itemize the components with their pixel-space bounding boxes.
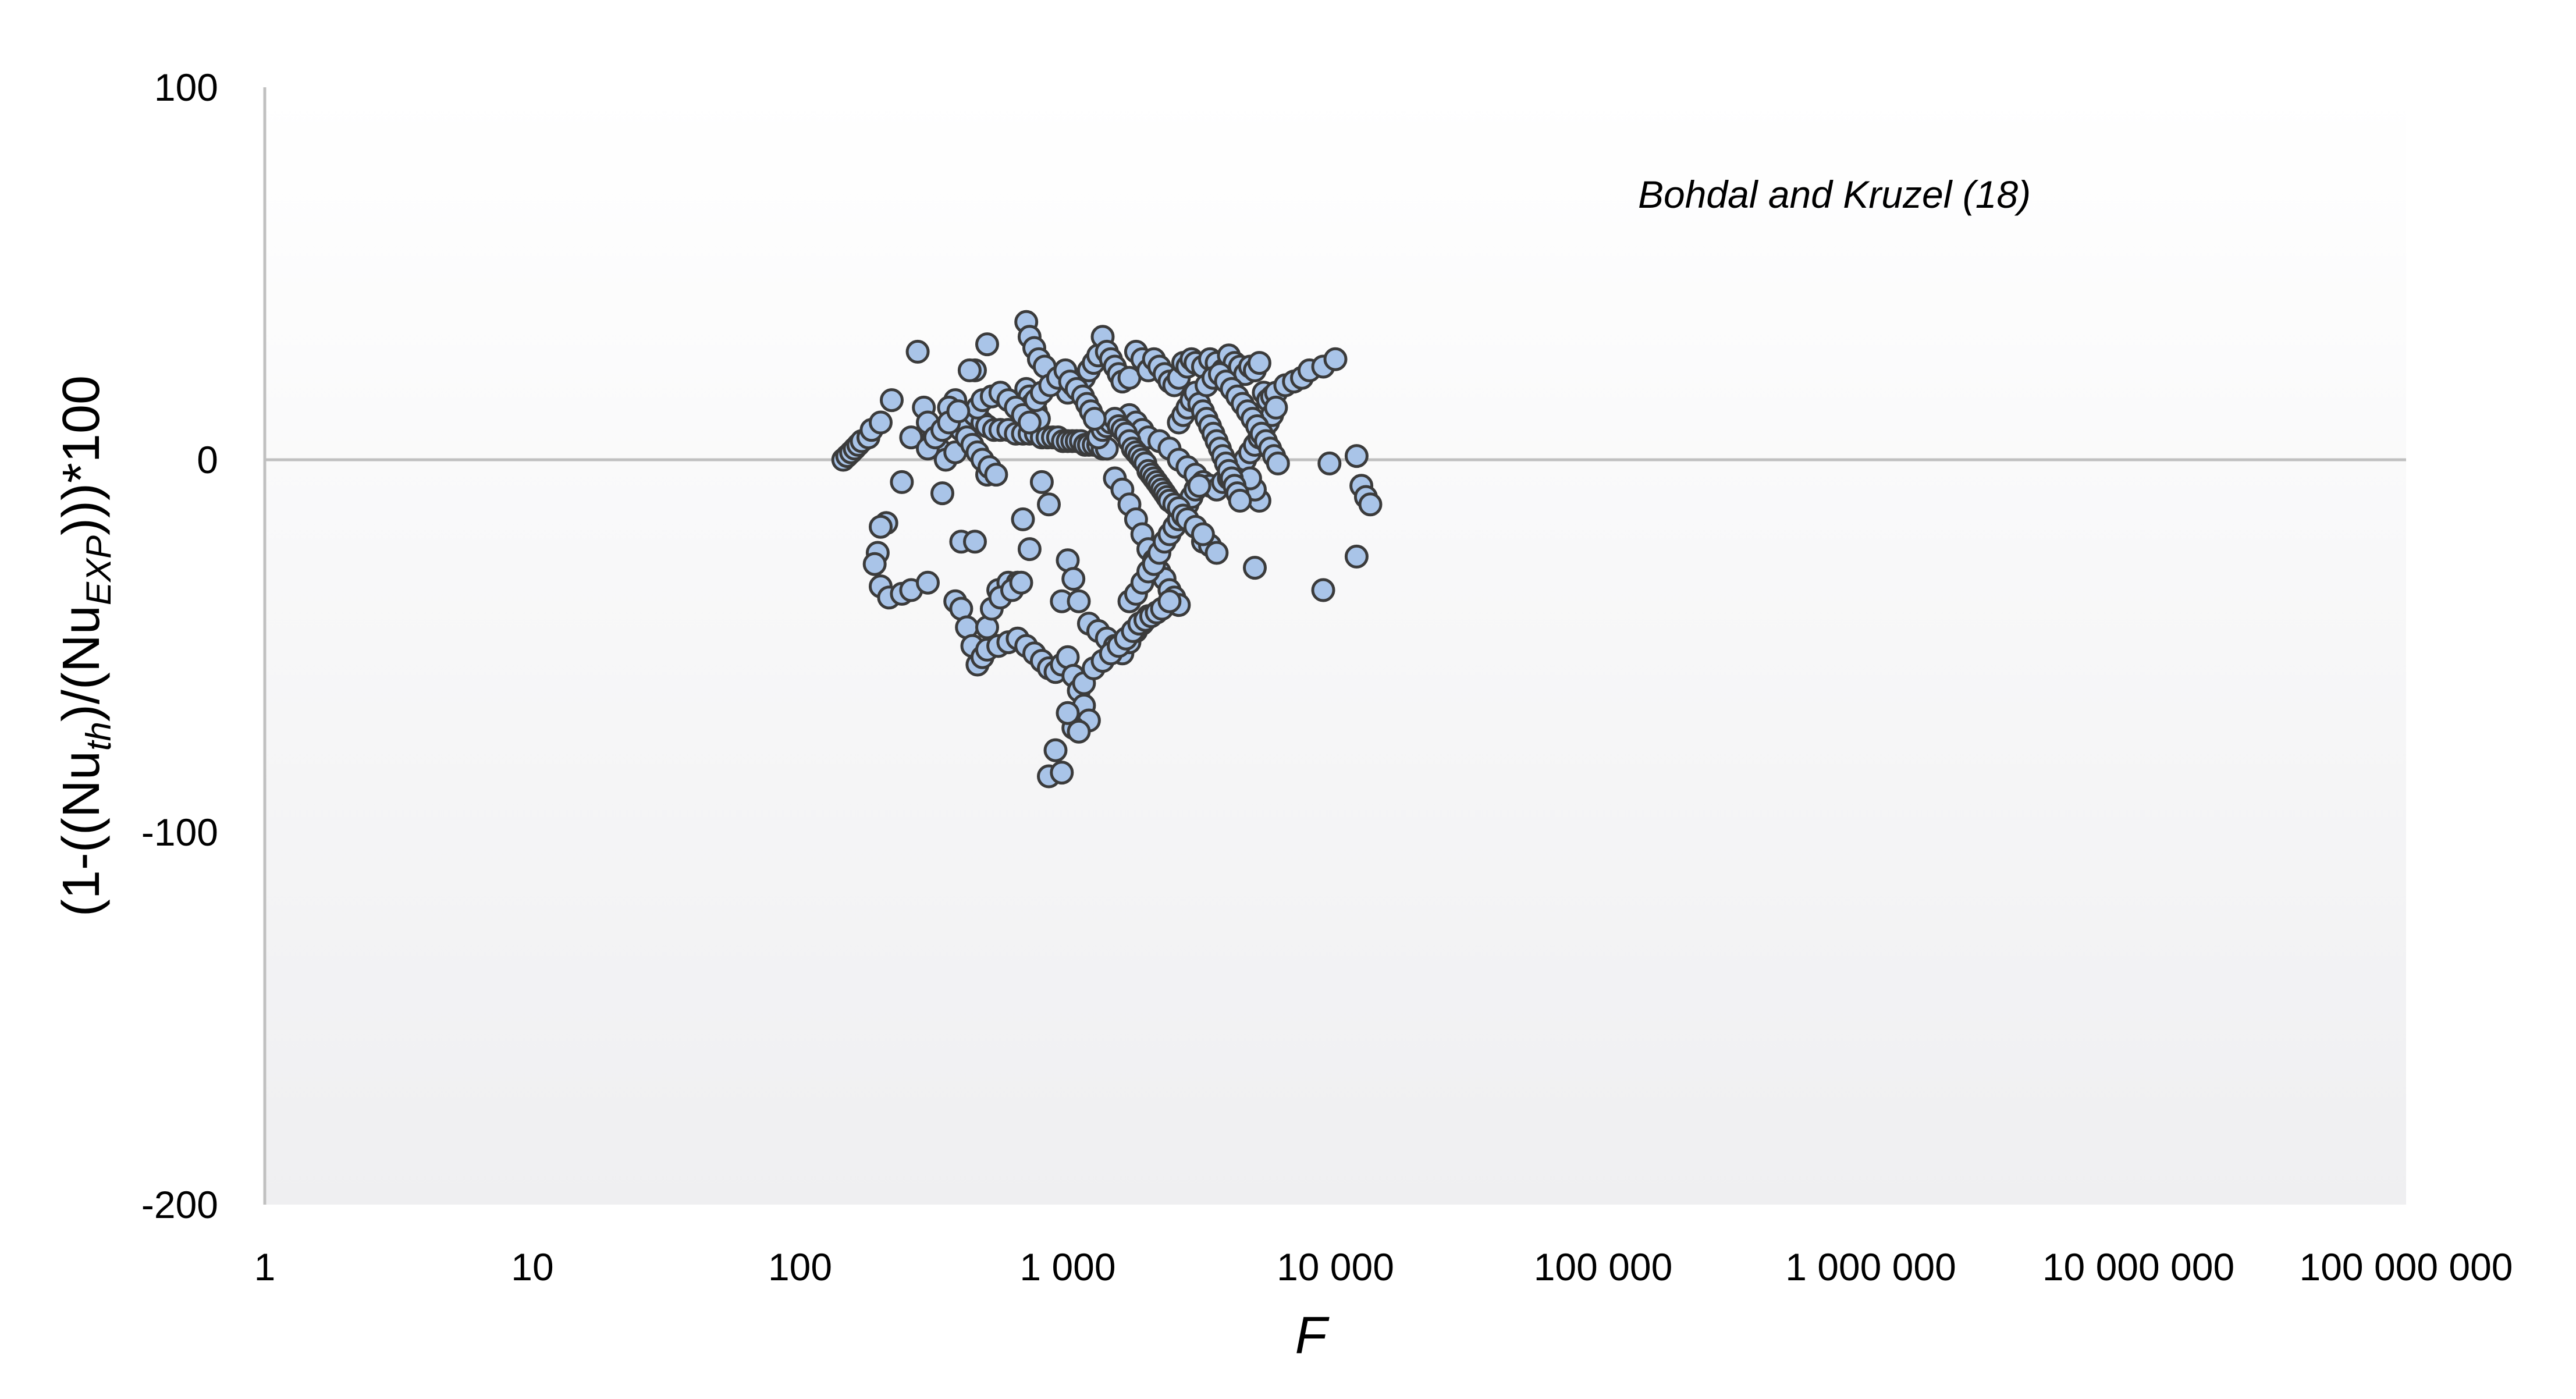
y-axis-title-sub-th: th: [79, 722, 118, 751]
x-tick-label: 1 000 000: [1785, 1245, 1956, 1288]
data-points: [831, 310, 1383, 789]
data-point: [1011, 507, 1035, 531]
data-point: [905, 339, 930, 364]
data-point: [1082, 407, 1107, 431]
data-point: [1247, 351, 1271, 375]
data-point: [975, 332, 999, 357]
data-point: [1358, 492, 1383, 517]
data-point: [899, 425, 923, 450]
x-tick-label: 10 000: [1277, 1245, 1394, 1288]
y-tick-label: 100: [154, 66, 218, 109]
data-point: [1157, 589, 1182, 613]
data-point: [1204, 541, 1229, 565]
data-point: [1311, 578, 1335, 602]
y-tick-label: -100: [141, 811, 218, 854]
data-point: [957, 358, 982, 382]
data-point: [1043, 738, 1068, 762]
data-point: [1029, 470, 1054, 494]
x-tick-label: 1: [254, 1245, 276, 1288]
y-tick-labels: 100 0 -100 -200: [141, 66, 218, 1226]
data-point: [984, 463, 1008, 487]
plot-area: [265, 87, 2406, 1205]
chart-annotation: Bohdal and Kruzel (18): [1638, 173, 2031, 216]
data-point: [1187, 474, 1211, 498]
data-point: [1067, 589, 1091, 613]
data-point: [1037, 492, 1061, 517]
y-axis-title-middle: )/(Nu: [52, 605, 111, 722]
y-axis-title: (1-((Nuth)/(NuEXP)))*100: [52, 375, 118, 917]
data-point: [869, 410, 893, 435]
data-point: [869, 514, 893, 539]
data-point: [1266, 451, 1290, 475]
y-axis-title-prefix: (1-((Nu: [52, 751, 111, 917]
data-point: [1264, 395, 1288, 420]
data-point: [1017, 537, 1042, 562]
data-point: [1323, 347, 1348, 371]
data-point: [1009, 570, 1033, 595]
data-point: [916, 570, 940, 595]
data-point: [1243, 556, 1267, 580]
data-point: [1344, 544, 1369, 569]
data-point: [1191, 522, 1215, 546]
x-tick-labels: 1 10 100 1 000 10 000 100 000 1 000 000 10 000 …: [254, 1245, 2513, 1288]
data-point: [930, 481, 954, 506]
data-point: [1228, 488, 1252, 513]
data-point: [1317, 451, 1342, 475]
x-axis-title: F: [1295, 1306, 1330, 1365]
data-point: [946, 399, 971, 424]
x-tick-label: 1 000: [1019, 1245, 1115, 1288]
y-axis-title-sub-exp: EXP: [79, 535, 118, 605]
data-point: [1017, 410, 1042, 435]
y-tick-label: -200: [141, 1183, 218, 1226]
x-tick-label: 100: [768, 1245, 832, 1288]
data-point: [1056, 701, 1080, 725]
data-point: [1067, 719, 1091, 744]
data-point: [1061, 567, 1086, 591]
x-tick-label: 100 000: [1534, 1245, 1673, 1288]
y-axis-title-suffix: )))*100: [52, 375, 111, 535]
data-point: [1344, 444, 1369, 468]
data-point: [963, 530, 987, 554]
data-point: [1050, 761, 1074, 785]
data-point: [862, 552, 887, 576]
x-tick-label: 10 000 000: [2042, 1245, 2234, 1288]
x-tick-label: 10: [511, 1245, 553, 1288]
x-tick-label: 100 000 000: [2299, 1245, 2513, 1288]
data-point: [890, 470, 914, 494]
data-point: [880, 388, 904, 413]
y-tick-label: 0: [197, 438, 218, 481]
